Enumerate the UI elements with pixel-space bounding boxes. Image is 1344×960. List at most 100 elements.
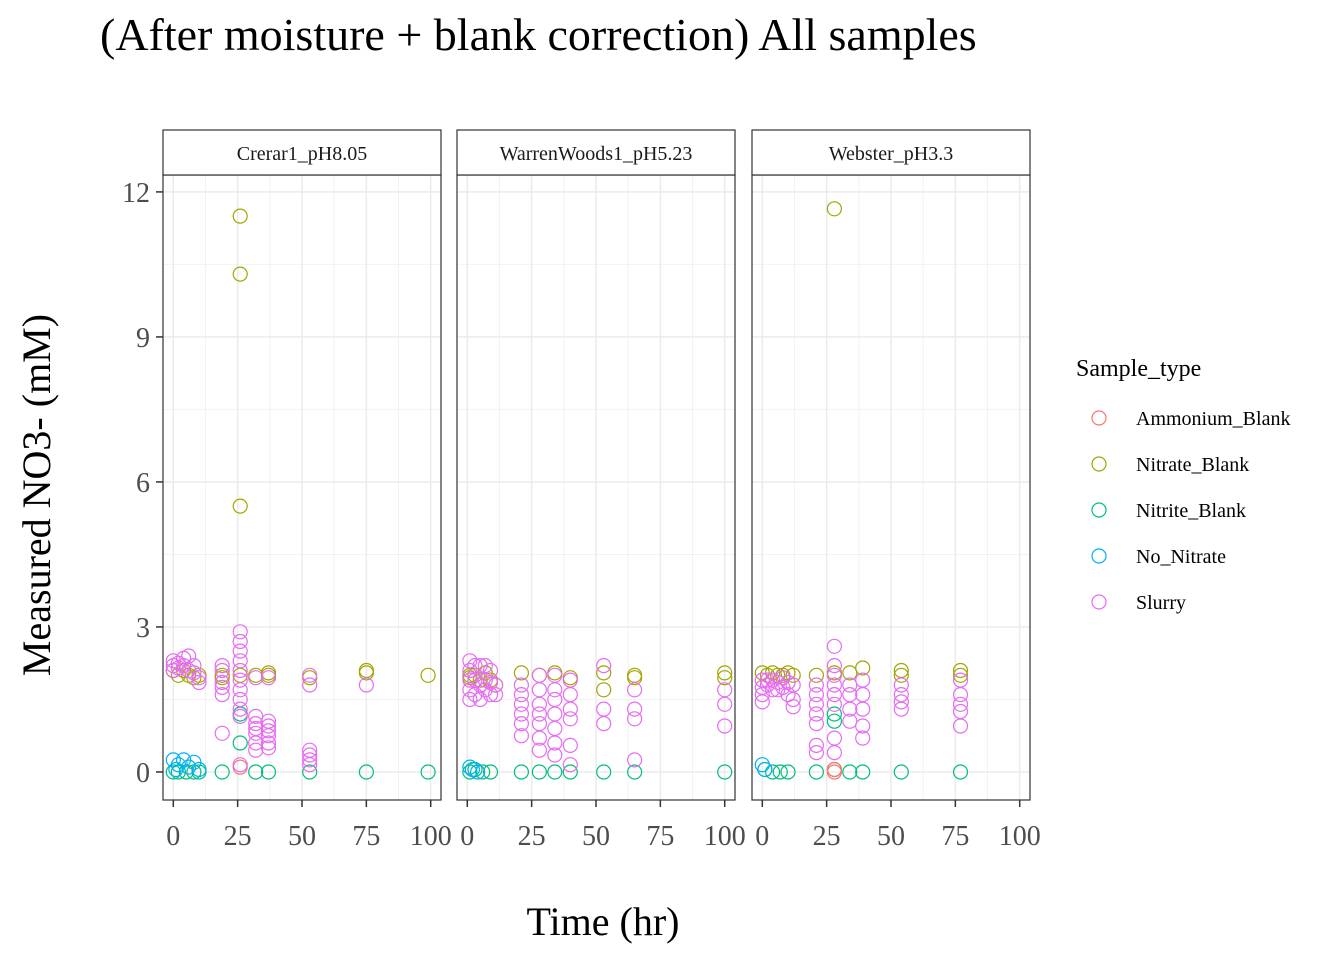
data-point xyxy=(214,662,230,679)
data-point xyxy=(952,764,969,780)
data-point xyxy=(302,667,318,683)
data-point xyxy=(260,723,277,739)
data-point xyxy=(513,686,530,703)
data-point xyxy=(855,701,871,717)
data-point xyxy=(626,764,643,780)
data-point xyxy=(181,759,197,775)
data-point xyxy=(596,657,612,674)
data-point xyxy=(808,764,825,780)
legend-item: No_Nitrate xyxy=(1091,546,1226,568)
legend-key-circle xyxy=(1091,502,1107,518)
data-point xyxy=(754,686,770,703)
data-point xyxy=(260,735,277,751)
data-points xyxy=(754,201,969,780)
data-point xyxy=(770,674,786,691)
x-axis-title: Time (hr) xyxy=(527,899,680,944)
data-point xyxy=(214,670,230,686)
data-point xyxy=(626,752,643,768)
data-point xyxy=(232,682,248,698)
legend-key-circle xyxy=(1091,548,1107,564)
data-point xyxy=(842,701,858,717)
data-point xyxy=(855,764,871,780)
legend: Sample_type Ammonium_Blank Nitrate_Blank N… xyxy=(1076,356,1290,614)
data-point xyxy=(808,667,825,683)
data-point xyxy=(472,691,488,708)
data-point xyxy=(462,759,478,775)
facet-strip xyxy=(751,129,1031,176)
data-point xyxy=(547,682,563,698)
data-points xyxy=(165,208,436,780)
data-point xyxy=(893,667,909,683)
data-point xyxy=(472,657,488,674)
data-point xyxy=(470,764,486,780)
data-point xyxy=(513,715,530,732)
data-point xyxy=(596,715,612,732)
data-point xyxy=(826,638,843,654)
legend-title: Sample_type xyxy=(1076,356,1201,382)
y-tick-label: 3 xyxy=(136,613,150,644)
data-point xyxy=(260,728,277,744)
data-point xyxy=(780,764,796,780)
data-point xyxy=(855,660,871,676)
data-point xyxy=(826,764,843,780)
x-tick-label: 25 xyxy=(224,821,252,852)
data-point xyxy=(826,667,843,683)
data-point xyxy=(232,662,248,679)
data-point xyxy=(513,728,530,744)
data-point xyxy=(302,677,318,693)
panel: Webster_pH3.3 0 25 50 75 100 xyxy=(751,129,1041,852)
data-point xyxy=(232,643,248,659)
data-point xyxy=(232,701,248,717)
data-point xyxy=(531,730,548,746)
data-point xyxy=(462,662,478,679)
data-point xyxy=(826,696,843,712)
data-point xyxy=(626,682,643,698)
x-tick-label: 25 xyxy=(518,821,546,852)
legend-label: Slurry xyxy=(1136,592,1186,614)
x-tick-label: 0 xyxy=(460,821,474,852)
data-point xyxy=(462,691,478,708)
data-point xyxy=(562,764,578,780)
data-point xyxy=(232,672,248,688)
data-point xyxy=(717,696,733,712)
data-point xyxy=(562,757,578,773)
data-point xyxy=(547,747,563,763)
data-point xyxy=(826,706,843,722)
data-point xyxy=(893,694,909,710)
data-point xyxy=(186,665,202,681)
data-point xyxy=(165,752,181,768)
data-point xyxy=(808,677,825,693)
legend-item: Nitrate_Blank xyxy=(1091,454,1249,476)
data-point xyxy=(842,764,858,780)
facet-panels: Crerar1_pH8.050 25 50 75 100WarrenWoods1_pH5… xyxy=(162,129,1041,852)
legend-item: Nitrite_Blank xyxy=(1091,500,1246,522)
legend-item: Ammonium_Blank xyxy=(1091,408,1290,430)
legend-key-circle xyxy=(1091,456,1107,472)
data-point xyxy=(260,740,277,756)
data-point xyxy=(717,670,733,686)
x-tick-label: 50 xyxy=(288,821,316,852)
x-tick-label: 25 xyxy=(813,821,841,852)
x-tick-label: 50 xyxy=(877,821,905,852)
legend-key-circle xyxy=(1091,410,1107,426)
data-point xyxy=(214,674,230,691)
data-point xyxy=(531,706,548,722)
data-point xyxy=(232,691,248,708)
facet-strip xyxy=(162,129,442,176)
data-point xyxy=(826,677,843,693)
data-point xyxy=(191,761,207,778)
data-point xyxy=(893,677,909,693)
data-point xyxy=(596,665,612,681)
data-point xyxy=(562,737,578,754)
data-point xyxy=(826,201,843,217)
data-point xyxy=(808,715,825,732)
data-point xyxy=(260,670,277,686)
data-point xyxy=(842,665,858,681)
facet-strip-label: Crerar1_pH8.05 xyxy=(237,143,368,165)
legend-key-circle xyxy=(1091,594,1107,610)
data-point xyxy=(488,677,504,693)
data-point xyxy=(759,672,776,688)
x-tick-label: 0 xyxy=(755,821,769,852)
data-point xyxy=(482,662,499,679)
